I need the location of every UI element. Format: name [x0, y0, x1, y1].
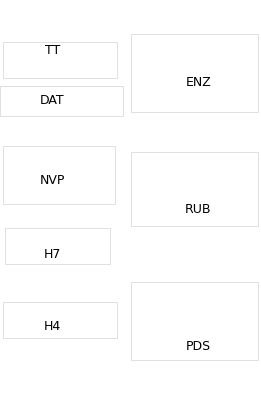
Text: H7: H7 [44, 248, 61, 261]
Bar [5, 228, 110, 264]
Bar [3, 146, 115, 204]
Bar [130, 34, 258, 112]
Text: NVP: NVP [39, 174, 65, 187]
Bar [3, 302, 117, 338]
Bar [130, 282, 258, 360]
Bar [0, 86, 123, 116]
Text: PDS: PDS [186, 340, 211, 352]
Bar [3, 42, 117, 78]
Text: DAT: DAT [40, 94, 64, 107]
Bar [130, 152, 258, 226]
Text: ENZ: ENZ [186, 76, 211, 89]
Text: H4: H4 [44, 320, 61, 333]
Text: TT: TT [45, 44, 60, 56]
Text: RUB: RUB [185, 203, 212, 216]
